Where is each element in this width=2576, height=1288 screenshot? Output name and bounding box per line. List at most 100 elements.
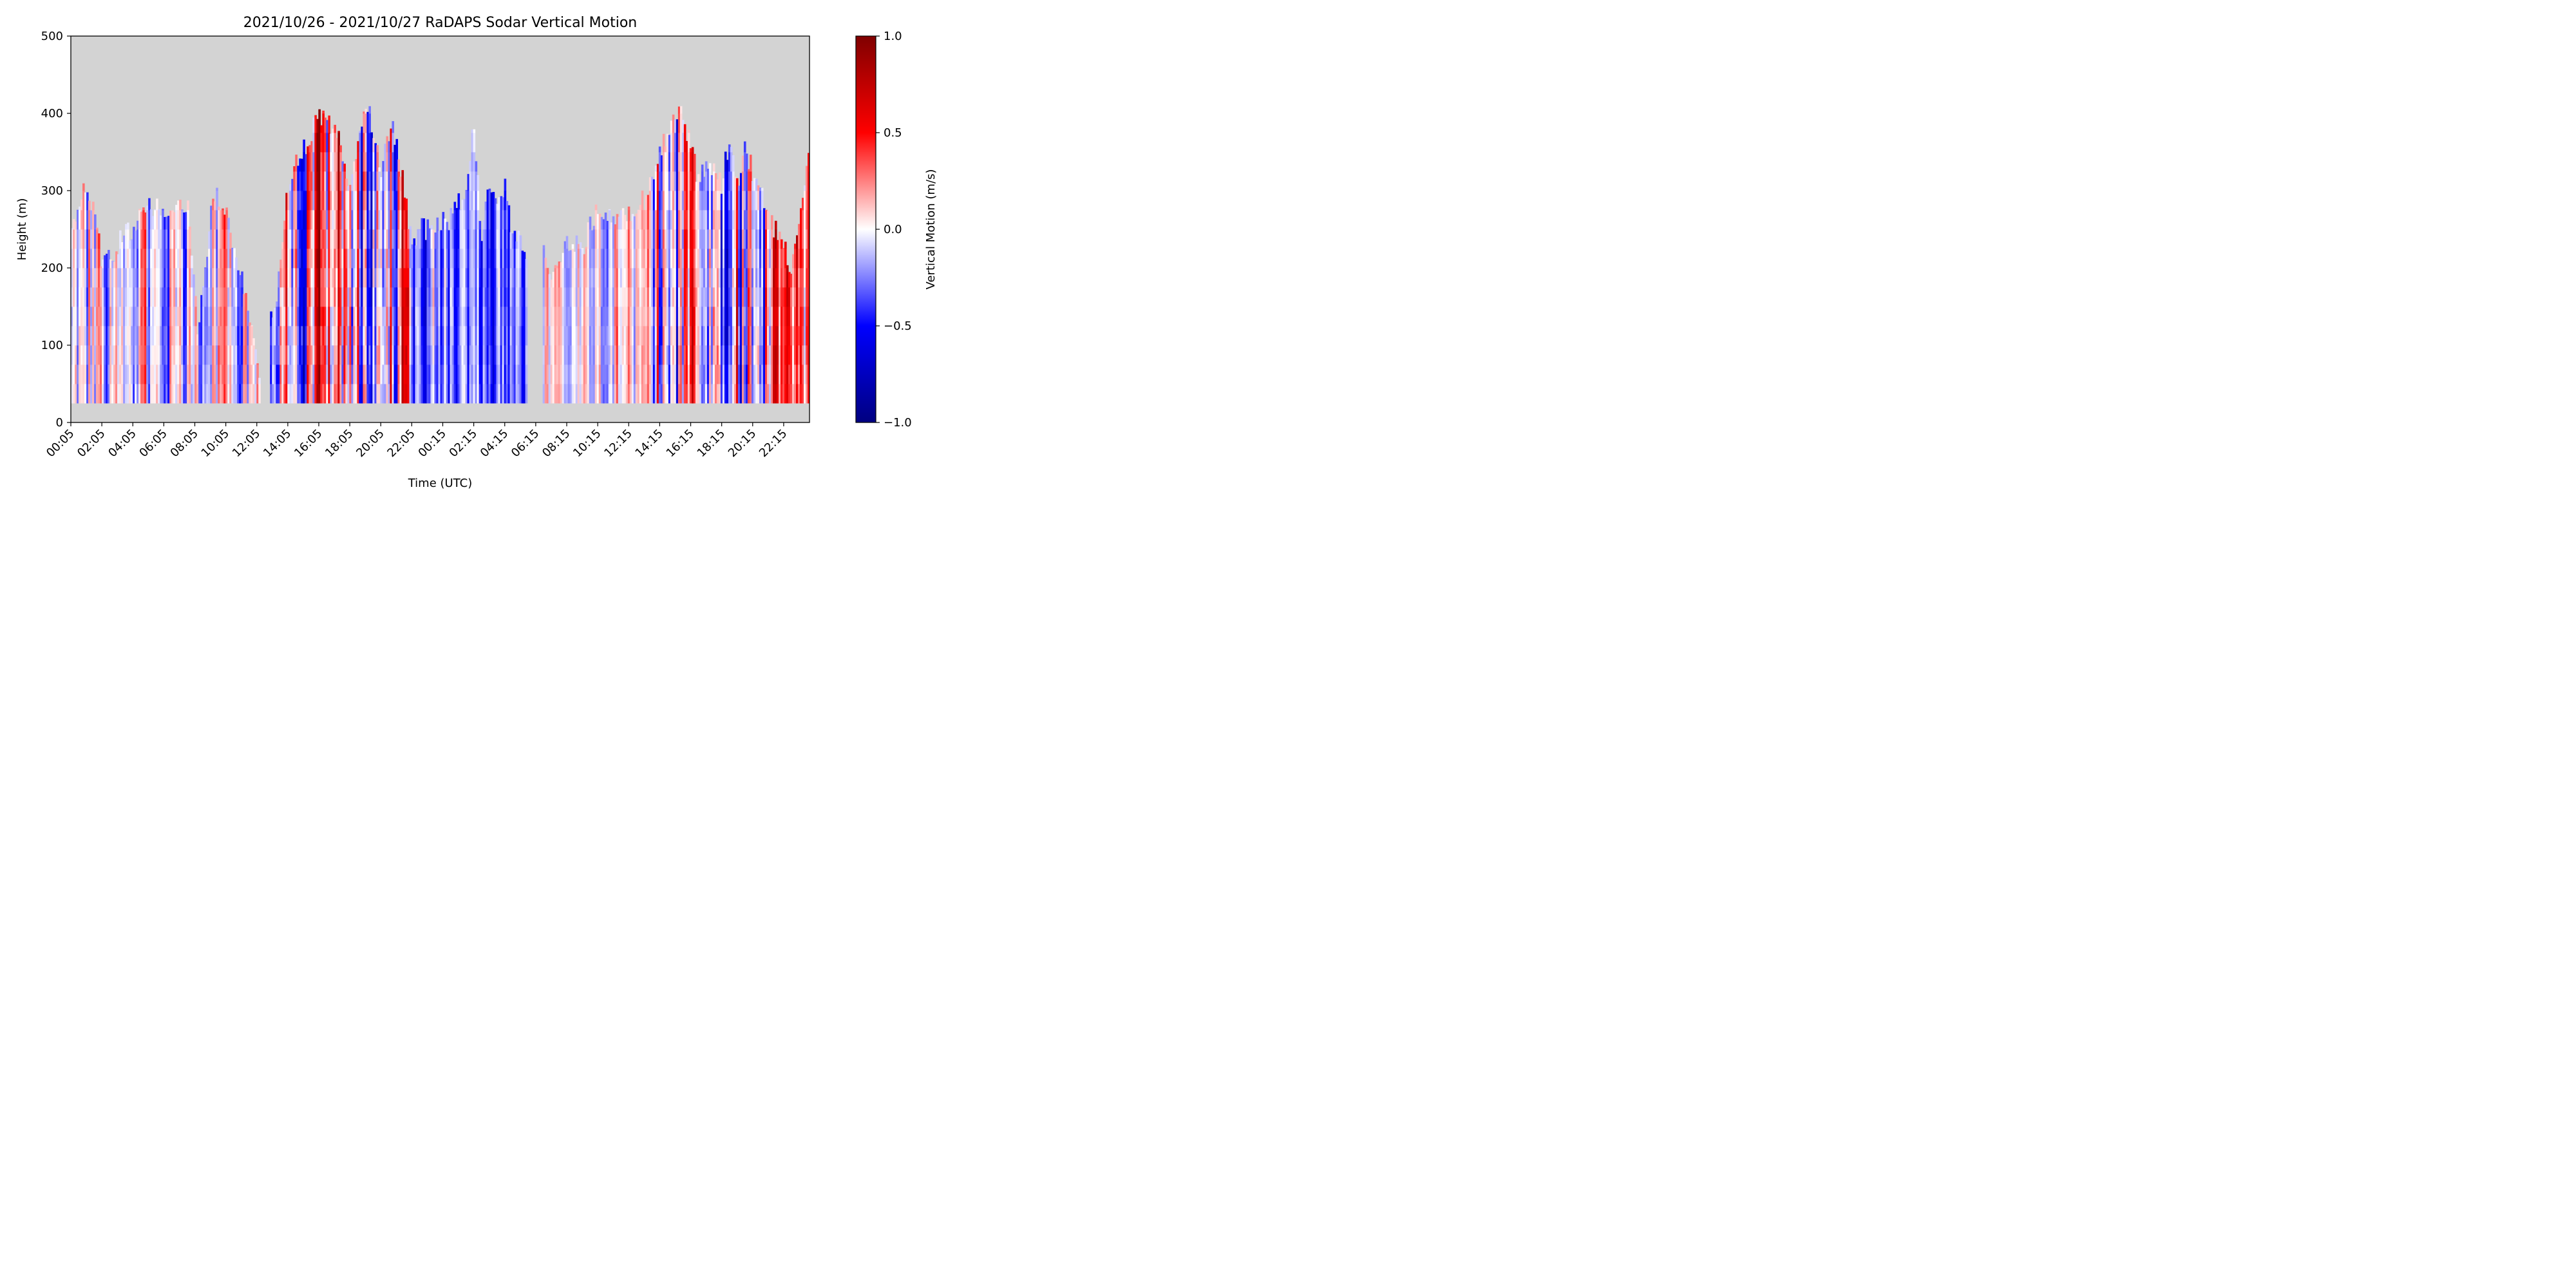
- heatmap-cell: [146, 307, 149, 327]
- heatmap-cell: [92, 268, 95, 288]
- heatmap-cell: [799, 249, 802, 269]
- heatmap-cell: [592, 345, 596, 365]
- vertical-motion-heatmap: 2021/10/26 - 2021/10/27 RaDAPS Sodar Ver…: [15, 15, 938, 490]
- heatmap-cell: [475, 345, 478, 365]
- heatmap-cell: [496, 365, 499, 384]
- heatmap-cell: [523, 307, 526, 327]
- heatmap-cell: [591, 365, 594, 384]
- heatmap-cell: [222, 307, 224, 327]
- heatmap-cell: [395, 287, 399, 307]
- heatmap-cell: [390, 229, 393, 249]
- heatmap-cell: [428, 249, 431, 269]
- heatmap-cell: [140, 211, 143, 230]
- heatmap-cell: [426, 345, 430, 365]
- heatmap-cell: [372, 326, 375, 346]
- heatmap-cell: [326, 287, 328, 307]
- heatmap-cell: [761, 345, 764, 365]
- heatmap-cell: [567, 345, 571, 365]
- heatmap-cell: [562, 307, 565, 327]
- heatmap-cell: [326, 120, 328, 133]
- heatmap-cell: [160, 384, 162, 404]
- heatmap-cell: [681, 152, 685, 172]
- heatmap-cell: [318, 191, 321, 211]
- heatmap-cell: [710, 175, 714, 191]
- heatmap-cell: [467, 307, 470, 327]
- heatmap-cell: [788, 384, 791, 404]
- heatmap-cell: [620, 365, 623, 384]
- heatmap-cell: [127, 307, 129, 327]
- heatmap-cell: [108, 250, 110, 269]
- heatmap-cell: [84, 210, 87, 230]
- heatmap-cell: [753, 191, 756, 211]
- heatmap-cell: [167, 287, 170, 307]
- heatmap-cell: [668, 152, 671, 172]
- heatmap-cell: [797, 229, 800, 249]
- heatmap-cell: [322, 365, 325, 384]
- heatmap-cell: [336, 384, 338, 404]
- heatmap-cell: [397, 191, 401, 211]
- heatmap-cell: [345, 229, 348, 249]
- heatmap-cell: [482, 220, 486, 230]
- heatmap-cell: [388, 229, 391, 249]
- heatmap-cell: [179, 287, 182, 307]
- heatmap-cell: [703, 287, 706, 307]
- heatmap-cell: [625, 365, 629, 384]
- heatmap-cell: [218, 384, 220, 404]
- heatmap-cell: [293, 384, 296, 404]
- heatmap-cell: [77, 287, 79, 307]
- heatmap-cell: [739, 173, 743, 191]
- heatmap-cell: [517, 231, 520, 249]
- heatmap-cell: [511, 326, 515, 346]
- heatmap-cell: [448, 345, 451, 365]
- heatmap-cell: [131, 268, 133, 288]
- heatmap-cell: [768, 384, 772, 404]
- heatmap-cell: [643, 307, 646, 327]
- heatmap-cell: [422, 384, 426, 404]
- heatmap-cell: [457, 210, 460, 230]
- heatmap-cell: [150, 365, 153, 384]
- heatmap-cell: [432, 365, 435, 384]
- heatmap-cell: [759, 187, 762, 191]
- heatmap-cell: [166, 345, 168, 365]
- heatmap-cell: [507, 345, 511, 365]
- heatmap-cell: [316, 229, 319, 249]
- heatmap-cell: [726, 171, 729, 191]
- heatmap-cell: [647, 384, 650, 404]
- heatmap-cell: [384, 152, 387, 172]
- heatmap-cell: [279, 307, 282, 327]
- heatmap-cell: [774, 307, 777, 327]
- heatmap-cell: [691, 345, 694, 365]
- heatmap-cell: [716, 287, 719, 307]
- heatmap-cell: [98, 326, 100, 346]
- heatmap-cell: [133, 307, 135, 327]
- heatmap-cell: [279, 326, 282, 346]
- heatmap-cell: [668, 287, 671, 307]
- heatmap-cell: [521, 326, 524, 346]
- heatmap-cell: [158, 326, 160, 346]
- heatmap-cell: [270, 345, 272, 365]
- heatmap-cell: [473, 268, 476, 288]
- heatmap-cell: [308, 145, 311, 153]
- heatmap-cell: [386, 287, 389, 307]
- heatmap-cell: [214, 365, 216, 384]
- heatmap-cell: [511, 287, 515, 307]
- heatmap-cell: [666, 345, 669, 365]
- heatmap-cell: [235, 326, 238, 346]
- heatmap-cell: [457, 384, 460, 404]
- heatmap-cell: [712, 365, 715, 384]
- heatmap-cell: [797, 384, 800, 404]
- heatmap-cell: [778, 231, 781, 249]
- heatmap-cell: [407, 249, 410, 269]
- heatmap-cell: [486, 287, 489, 307]
- heatmap-cell: [550, 326, 553, 346]
- heatmap-cell: [336, 171, 338, 191]
- heatmap-cell: [382, 191, 385, 211]
- heatmap-cell: [511, 233, 515, 249]
- heatmap-cell: [722, 268, 725, 288]
- heatmap-cell: [218, 307, 220, 327]
- heatmap-cell: [337, 133, 340, 153]
- heatmap-cell: [314, 171, 317, 191]
- heatmap-cell: [641, 345, 644, 365]
- heatmap-cell: [805, 166, 808, 172]
- heatmap-cell: [699, 268, 702, 288]
